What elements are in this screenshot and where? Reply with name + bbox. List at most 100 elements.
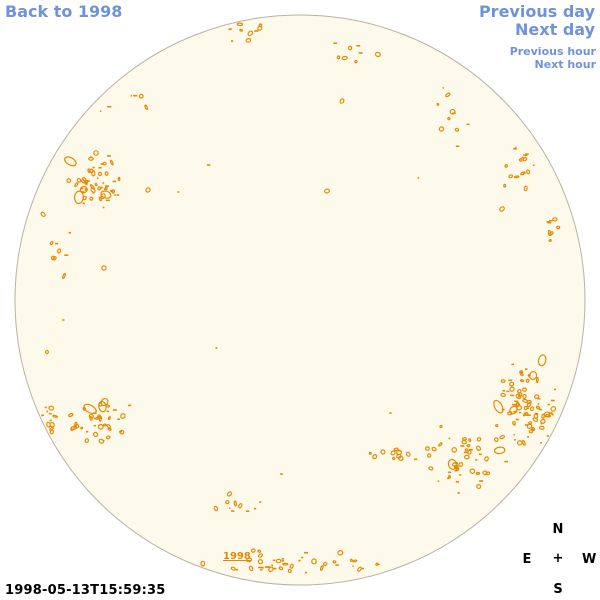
contour-mark <box>547 403 550 406</box>
contour-mark <box>228 28 232 30</box>
year-link[interactable]: 1998 <box>223 551 251 562</box>
contour-mark <box>104 171 109 176</box>
contour-mark <box>102 161 107 166</box>
contour-mark <box>257 553 264 558</box>
contour-mark <box>62 273 66 279</box>
contour-mark <box>528 421 533 425</box>
contour-mark <box>468 448 473 451</box>
contour-mark <box>233 500 237 507</box>
contour-mark <box>525 378 530 383</box>
contour-mark <box>341 55 348 61</box>
contour-mark <box>445 92 451 98</box>
contour-mark <box>105 185 109 187</box>
contour-mark <box>76 177 82 183</box>
next-hour-link[interactable]: Next hour <box>534 58 597 71</box>
contour-mark <box>254 507 257 510</box>
contour-mark <box>298 559 301 562</box>
contour-mark <box>357 566 362 572</box>
contour-mark <box>396 449 403 456</box>
contour-mark <box>495 424 499 428</box>
contour-mark <box>83 179 89 184</box>
contour-mark <box>500 392 506 398</box>
contour-mark <box>507 411 513 416</box>
contour-mark <box>106 424 112 429</box>
contour-mark <box>502 390 506 392</box>
contour-mark <box>452 112 456 114</box>
contour-mark <box>437 480 440 482</box>
contour-mark <box>100 186 103 189</box>
contour-mark <box>74 182 79 188</box>
next-day-link[interactable]: Next day <box>515 20 595 39</box>
contour-mark <box>52 414 59 418</box>
contour-mark <box>93 417 96 420</box>
contour-mark <box>107 416 111 421</box>
contour-mark <box>319 565 324 571</box>
contour-mark <box>90 187 96 193</box>
contour-mark <box>112 409 117 411</box>
contour-mark <box>504 164 508 168</box>
contour-mark <box>231 510 235 512</box>
contour-mark <box>70 426 75 431</box>
contour-mark <box>482 470 488 476</box>
contour-mark <box>97 171 103 177</box>
contour-mark <box>515 146 517 149</box>
contour-mark <box>229 507 231 509</box>
contour-mark <box>531 428 534 431</box>
contour-mark <box>80 426 84 430</box>
back-to-year-link[interactable]: Back to 1998 <box>5 2 123 21</box>
contour-mark <box>546 435 549 437</box>
previous-day-link[interactable]: Previous day <box>478 2 595 21</box>
contour-mark <box>66 178 72 184</box>
contour-mark <box>519 379 525 383</box>
contour-mark <box>447 477 450 480</box>
contour-mark <box>515 418 519 421</box>
contour-mark <box>534 394 540 399</box>
contour-mark <box>525 153 529 155</box>
contour-mark <box>449 108 456 115</box>
compass-east-label: E <box>522 552 532 567</box>
contour-mark <box>74 423 80 429</box>
contour-mark <box>529 406 535 412</box>
contour-mark <box>259 501 262 503</box>
contour-mark <box>361 567 364 570</box>
contour-mark <box>552 217 558 222</box>
contour-mark <box>526 399 532 405</box>
contour-mark <box>230 566 236 571</box>
contour-mark <box>105 435 111 440</box>
contour-mark <box>119 430 123 433</box>
contour-mark <box>93 412 97 414</box>
contour-mark <box>493 437 499 443</box>
contour-mark <box>475 471 481 476</box>
contour-mark <box>107 427 112 431</box>
contour-mark <box>510 394 515 397</box>
contour-mark <box>49 240 54 246</box>
contour-mark <box>501 408 505 411</box>
contour-mark <box>304 551 308 554</box>
contour-mark <box>88 413 94 419</box>
contour-mark <box>551 399 555 402</box>
contour-mark <box>352 559 358 563</box>
contour-mark <box>103 439 105 442</box>
contour-mark <box>304 571 307 574</box>
contour-mark <box>549 220 553 222</box>
contour-mark <box>301 556 304 559</box>
contour-mark <box>105 199 110 202</box>
contour-mark <box>91 170 96 177</box>
contour-mark <box>522 440 526 446</box>
contour-mark <box>499 206 505 212</box>
contour-mark <box>97 423 104 430</box>
contour-mark <box>260 569 263 571</box>
contour-mark <box>438 126 445 132</box>
contour-mark <box>106 155 111 157</box>
contour-mark <box>484 456 489 462</box>
contour-mark <box>98 196 103 202</box>
previous-hour-link[interactable]: Previous hour <box>509 45 596 58</box>
contour-mark <box>82 202 85 205</box>
contour-mark <box>98 438 105 444</box>
contour-mark <box>40 211 46 218</box>
contour-mark <box>100 163 104 165</box>
contour-mark <box>238 503 243 509</box>
contour-mark <box>549 412 553 414</box>
observation-timestamp: 1998-05-13T15:59:35 <box>5 583 166 598</box>
contour-mark <box>246 557 253 563</box>
